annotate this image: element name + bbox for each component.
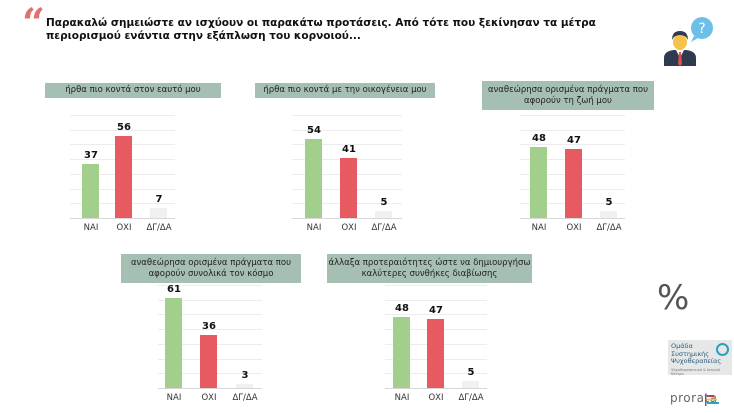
category-label: ΝΑΙ (83, 223, 99, 233)
category-label: ΔΓ/ΔΑ (458, 393, 484, 403)
logo-emblem-icon (716, 343, 729, 356)
chart-title: ήρθα πιο κοντά με την οικογένεια μου (255, 83, 435, 98)
chart-title: αναθεώρησα ορισμένα πράγματα που αφορούν… (121, 254, 301, 283)
category-label: ΝΑΙ (394, 393, 410, 403)
data-label: 48 (532, 133, 546, 145)
data-label: 5 (380, 196, 388, 208)
x-axis (520, 218, 625, 219)
bar (200, 335, 217, 388)
bar (375, 210, 392, 218)
data-label: 37 (84, 149, 98, 161)
x-axis (70, 218, 175, 219)
gridline (158, 314, 262, 316)
category-label: ΟΧΙ (201, 393, 217, 403)
bar (305, 138, 322, 218)
category-label: ΔΓ/ΔΑ (371, 223, 397, 233)
gridline (385, 314, 487, 316)
bar (462, 380, 479, 388)
bar (165, 298, 182, 388)
prorata-mark-icon (705, 394, 719, 406)
gridline (158, 329, 262, 331)
gridline (292, 129, 402, 131)
gridline (520, 129, 625, 131)
gridline (292, 144, 402, 146)
quote-mark-icon: “ (22, 0, 46, 47)
logo-subtitle: Ψυχοθεραπευτικό & Ιατρικό Κέντρο (671, 368, 721, 376)
data-label: 41 (342, 143, 356, 155)
gridline (520, 144, 625, 146)
bar (82, 163, 99, 218)
chart-title: άλλαξα προτεραιότητες ώστε να δημιουργήσ… (327, 254, 532, 283)
data-label: 48 (395, 303, 409, 315)
data-label: 36 (202, 321, 216, 333)
data-label: 54 (307, 124, 321, 136)
bar (393, 317, 410, 388)
systemic-psychotherapy-logo: Ομάδα Συστημικής Ψυχοθεραπείας Ψυχοθεραπ… (668, 340, 732, 376)
gridline (158, 299, 262, 301)
category-label: ΟΧΙ (341, 223, 357, 233)
category-label: ΔΓ/ΔΑ (232, 393, 258, 403)
x-axis (158, 388, 262, 389)
chart-title: ήρθα πιο κοντά στον εαυτό μου (45, 83, 221, 98)
logo-line: Ομάδα (671, 342, 693, 350)
gridline (158, 285, 262, 286)
person-question-icon: ? (664, 17, 713, 66)
bar (565, 148, 582, 218)
data-label: 47 (429, 304, 443, 316)
category-label: ΔΓ/ΔΑ (596, 223, 622, 233)
data-label: 7 (155, 193, 163, 205)
bar (427, 318, 444, 388)
bar (150, 207, 167, 218)
bar (600, 210, 617, 218)
data-label: 5 (467, 366, 475, 378)
x-axis (292, 218, 402, 219)
gridline (70, 129, 175, 131)
svg-text:?: ? (698, 21, 705, 37)
chart-title: αναθεώρησα ορισμένα πράγματα που αφορούν… (482, 81, 654, 110)
data-label: 61 (167, 284, 181, 296)
bar (530, 147, 547, 218)
logo-line: Ψυχοθεραπείας (671, 357, 722, 365)
category-label: ΟΧΙ (566, 223, 582, 233)
category-label: ΝΑΙ (306, 223, 322, 233)
data-label: 47 (567, 134, 581, 146)
gridline (385, 299, 487, 301)
data-label: 56 (117, 121, 131, 133)
category-label: ΔΓ/ΔΑ (146, 223, 172, 233)
category-label: ΟΧΙ (116, 223, 132, 233)
bar (115, 135, 132, 218)
data-label: 5 (605, 196, 613, 208)
bar (340, 157, 357, 218)
category-label: ΝΑΙ (531, 223, 547, 233)
percent-icon: % (657, 278, 690, 318)
page-title: Παρακαλώ σημειώστε αν ισχύουν οι παρακάτ… (46, 17, 596, 42)
gridline (292, 115, 402, 116)
x-axis (385, 388, 487, 389)
gridline (70, 115, 175, 116)
category-label: ΟΧΙ (428, 393, 444, 403)
data-label: 3 (241, 369, 249, 381)
gridline (520, 115, 625, 116)
bar (236, 383, 253, 388)
gridline (385, 285, 487, 286)
category-label: ΝΑΙ (166, 393, 182, 403)
logo-line: Συστημικής (671, 349, 710, 358)
